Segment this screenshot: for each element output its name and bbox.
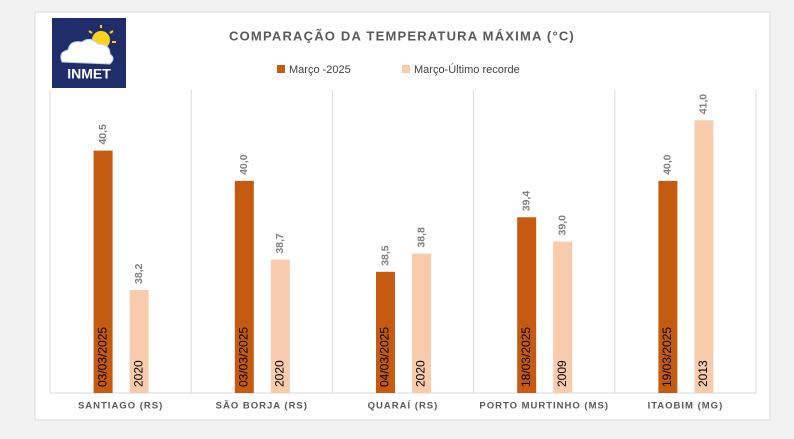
chart-area — [34, 11, 771, 421]
value-label: 40,0 — [238, 154, 250, 175]
value-label: 41,0 — [698, 94, 710, 115]
bar — [658, 180, 678, 393]
bar — [553, 241, 573, 393]
value-label: 39,0 — [556, 215, 568, 236]
bar-label: 2020 — [131, 360, 145, 387]
bar — [93, 150, 113, 393]
x-tick-label: SÃO BORJA (RS) — [216, 401, 308, 412]
value-label: 40,0 — [662, 154, 674, 175]
bar — [694, 120, 714, 394]
bar-label: 2009 — [555, 360, 569, 387]
x-tick-label: SANTIAGO (RS) — [78, 401, 163, 412]
bar — [517, 217, 537, 393]
bar — [376, 271, 395, 393]
value-label: 38,7 — [274, 233, 286, 254]
chart-title: COMPARAÇÃO DA TEMPERATURA MÁXIMA (°C) — [229, 28, 575, 43]
value-label: 40,5 — [97, 124, 109, 145]
bar-label: 18/03/2025 — [519, 327, 533, 387]
logo-text: INMET — [67, 66, 111, 82]
legend: Março -2025 Março-Último recorde — [277, 63, 520, 76]
bar — [412, 253, 431, 393]
bar-label: 03/03/2025 — [236, 327, 250, 387]
x-tick-label: QUARAÍ (RS) — [368, 401, 439, 412]
x-tick-label: PORTO MURTINHO (MS) — [479, 401, 609, 412]
legend-label: Março -2025 — [289, 64, 351, 76]
bar-label: 04/03/2025 — [378, 327, 392, 387]
x-tick-label: ITAOBIM (MG) — [648, 401, 724, 412]
legend-label: Março-Último recorde — [414, 63, 520, 76]
value-label: 38,2 — [133, 263, 145, 284]
bar-label: 19/03/2025 — [660, 327, 674, 387]
value-label: 39,4 — [520, 191, 532, 212]
bar — [270, 259, 290, 393]
bar-label: 2013 — [696, 360, 710, 387]
bar — [129, 289, 149, 393]
bar-label: 03/03/2025 — [95, 327, 109, 387]
logo-cloud — [60, 38, 114, 65]
legend-swatch — [277, 65, 285, 73]
logo-rays — [88, 25, 116, 43]
bar-label: 2020 — [414, 360, 428, 387]
bar-label: 2020 — [272, 360, 286, 387]
bar — [234, 180, 254, 393]
value-label: 38,8 — [415, 227, 427, 248]
legend-swatch — [402, 65, 410, 73]
logo: INMET — [52, 18, 126, 88]
value-label: 38,5 — [379, 245, 391, 266]
plot: SANTIAGO (RS) 40,5 03/03/2025 38,2 2020 SÃO B… — [49, 90, 757, 412]
